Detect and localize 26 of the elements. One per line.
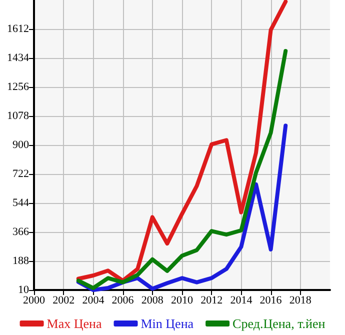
y-tick-label: 188 [12,255,30,267]
y-tick-label: 1078 [7,110,30,122]
y-tick-label: 1434 [7,52,30,64]
y-tick-label: 722 [12,168,29,180]
x-tick-label: 2014 [230,294,253,306]
y-tick-label: 10 [18,284,30,296]
x-tick-label: 2002 [52,294,75,306]
y-tick-label: 1612 [7,23,29,35]
y-tick-label: 1256 [7,81,30,93]
x-tick-label: 2010 [171,294,194,306]
x-tick-label: 2016 [260,294,282,306]
x-tick-label: 2006 [112,294,134,306]
line-series [76,48,288,290]
legend-label: Max Цена [46,316,102,331]
line-series [76,0,288,283]
legend-label: Min Цена [140,316,194,331]
legend-label: Сред.Цена, т.йен [232,316,326,331]
line-series [76,124,288,292]
x-tick-label: 2004 [82,294,105,306]
x-tick-label: 2012 [200,294,223,306]
y-tick-label: 366 [12,226,30,238]
x-tick-label: 2000 [23,294,46,306]
y-tick-label: 900 [12,139,30,151]
y-tick-label: 544 [12,197,30,209]
x-tick-label: 2008 [141,294,164,306]
x-tick-label: 2018 [289,294,312,306]
